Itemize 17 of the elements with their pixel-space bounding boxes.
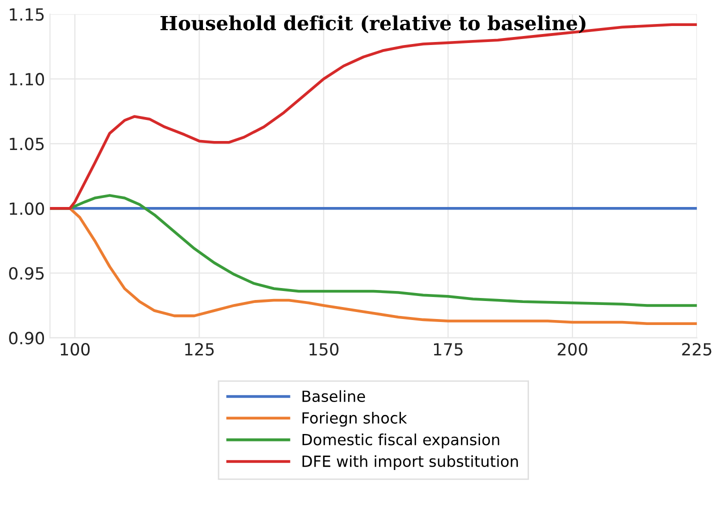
x-tick-label: 150	[310, 342, 338, 356]
legend-label: DFE with import substitution	[302, 455, 518, 470]
y-tick-label: 1.10	[10, 72, 44, 86]
x-tick-label: 200	[558, 342, 588, 356]
y-tick-label: 1.05	[10, 138, 44, 150]
x-tick-label: 175	[434, 343, 463, 356]
x-tick-label: 100	[60, 342, 90, 356]
x-tick-label: 225	[682, 342, 712, 356]
chart-title: Household deficit (relative to baseline)	[160, 15, 586, 34]
x-tick-label: 125	[185, 342, 214, 356]
legend-label: Domestic fiscal expansion	[302, 434, 500, 448]
y-tick-label: 0.90	[9, 332, 44, 344]
legend-label: Foriegn shock	[302, 412, 407, 427]
y-tick-label: 1.15	[10, 8, 44, 21]
y-tick-label: 1.00	[10, 202, 44, 215]
legend-label: Baseline	[302, 390, 366, 402]
y-tick-label: 0.95	[9, 267, 44, 280]
